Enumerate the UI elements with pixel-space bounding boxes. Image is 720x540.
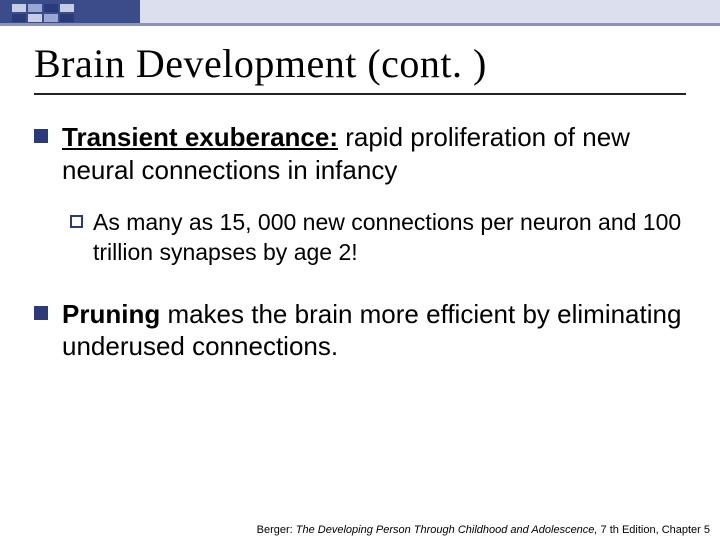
bullet-level2: As many as 15, 000 new connections per n… bbox=[70, 208, 686, 268]
bullet-text: Pruning makes the brain more efficient b… bbox=[62, 298, 686, 363]
slide-footer: Berger: The Developing Person Through Ch… bbox=[257, 524, 710, 536]
bullet-text: Transient exuberance: rapid proliferatio… bbox=[62, 121, 686, 186]
accent-squares bbox=[12, 4, 74, 22]
bullet-level1: Transient exuberance: rapid proliferatio… bbox=[34, 121, 686, 186]
bullet-term: Pruning bbox=[62, 299, 160, 329]
slide-body: Brain Development (cont. ) Transient exu… bbox=[34, 40, 686, 530]
bullet-text: As many as 15, 000 new connections per n… bbox=[93, 208, 686, 268]
bullet-term: Transient exuberance: bbox=[62, 122, 338, 152]
filled-square-bullet-icon bbox=[34, 306, 48, 320]
bullet-rest: many as 15, 000 new connections per neur… bbox=[93, 209, 681, 265]
footer-edition: 7 th Edition, Chapter 5 bbox=[597, 524, 710, 536]
bullet-level1: Pruning makes the brain more efficient b… bbox=[34, 298, 686, 363]
hollow-square-bullet-icon bbox=[70, 215, 83, 228]
slide-title: Brain Development (cont. ) bbox=[34, 40, 686, 95]
footer-book-title: The Developing Person Through Childhood … bbox=[296, 524, 598, 536]
footer-author: Berger: bbox=[257, 524, 296, 536]
filled-square-bullet-icon bbox=[34, 129, 48, 143]
accent-bar bbox=[0, 0, 720, 26]
bullet-prefix: As bbox=[93, 209, 120, 235]
